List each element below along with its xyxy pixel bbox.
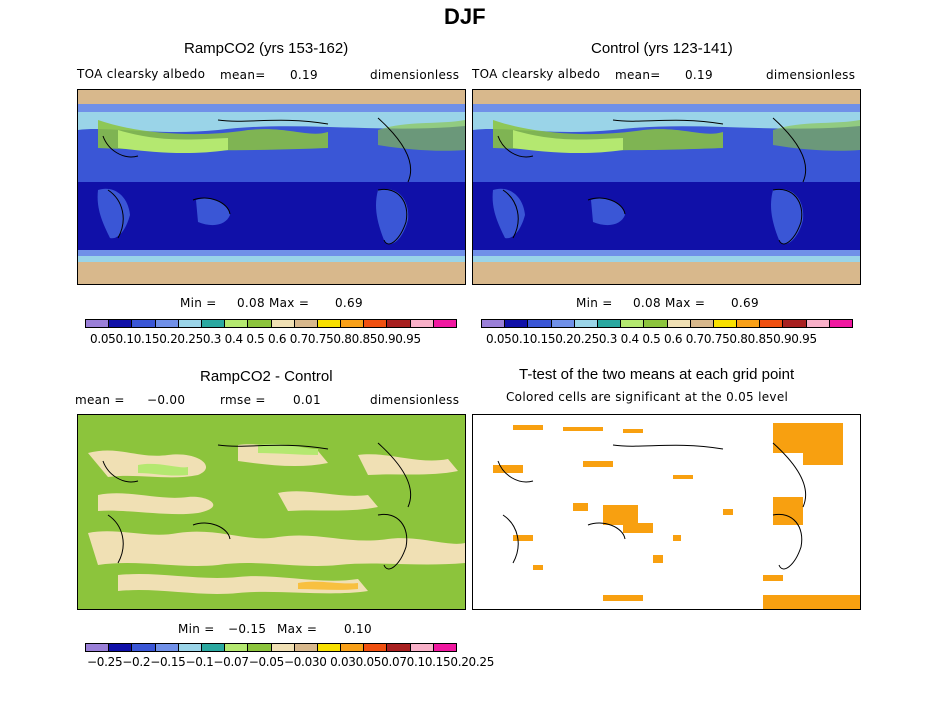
colorbar-swatch [132, 644, 156, 651]
ttest-significance-map [472, 414, 861, 610]
control-mean-label: mean= [615, 68, 661, 82]
diff-rmse-label: rmse = [220, 393, 266, 407]
figure-title: DJF [444, 4, 486, 29]
colorbar-swatch [294, 644, 318, 651]
colorbar-swatch [410, 644, 434, 651]
difference-map-graphic [78, 415, 465, 609]
colorbar-swatch [364, 644, 388, 651]
control-panel-title: Control (yrs 123-141) [591, 40, 733, 57]
colorbar-swatch [178, 644, 202, 651]
diff-min-value: −0.15 [228, 622, 267, 636]
control-min-value: 0.08 [633, 296, 661, 310]
control-max-label: Max = [665, 296, 706, 310]
colorbar-swatch [387, 320, 411, 327]
colorbar-swatch [225, 644, 249, 651]
colorbar-swatch [482, 320, 506, 327]
colorbar-swatch [433, 644, 456, 651]
ramp-albedo-map [77, 89, 466, 285]
colorbar-swatch [644, 320, 668, 327]
colorbar-swatch [109, 320, 133, 327]
diff-mean-label: mean = [75, 393, 125, 407]
control-mean-value: 0.19 [685, 68, 713, 82]
colorbar-swatch [317, 644, 342, 651]
control-colorbar-ticks: 0.050.10.150.20.250.3 0.4 0.5 0.6 0.70.7… [486, 332, 817, 346]
control-min-label: Min = [576, 296, 613, 310]
ramp-min-label: Min = [180, 296, 217, 310]
diff-units: dimensionless [370, 393, 460, 407]
colorbar-swatch [271, 644, 295, 651]
colorbar-swatch [760, 320, 784, 327]
ramp-panel-title: RampCO2 (yrs 153-162) [184, 40, 349, 57]
ramp-mean-label: mean= [220, 68, 266, 82]
colorbar-swatch [86, 320, 110, 327]
control-max-value: 0.69 [731, 296, 759, 310]
colorbar-swatch [294, 320, 318, 327]
colorbar-swatch [201, 320, 226, 327]
colorbar-swatch [86, 644, 110, 651]
colorbar-swatch [341, 320, 365, 327]
diff-colorbar [85, 643, 457, 652]
colorbar-swatch [690, 320, 714, 327]
ttest-panel-title: T-test of the two means at each grid poi… [519, 366, 795, 383]
colorbar-swatch [783, 320, 807, 327]
diff-max-label: Max = [277, 622, 318, 636]
colorbar-swatch [155, 644, 179, 651]
colorbar-swatch [667, 320, 691, 327]
control-variable-label: TOA clearsky albedo [472, 67, 601, 81]
ramp-max-label: Max = [269, 296, 310, 310]
colorbar-swatch [574, 320, 598, 327]
colorbar-swatch [201, 644, 226, 651]
control-albedo-map [472, 89, 861, 285]
colorbar-swatch [621, 320, 645, 327]
albedo-map-graphic [473, 90, 860, 284]
diff-max-value: 0.10 [344, 622, 372, 636]
colorbar-swatch [155, 320, 179, 327]
colorbar-swatch [597, 320, 622, 327]
ttest-panel-subtitle: Colored cells are significant at the 0.0… [506, 390, 789, 404]
colorbar-swatch [341, 644, 365, 651]
colorbar-swatch [178, 320, 202, 327]
colorbar-swatch [248, 320, 272, 327]
diff-panel-title: RampCO2 - Control [200, 368, 333, 385]
colorbar-swatch [132, 320, 156, 327]
colorbar-swatch [433, 320, 456, 327]
control-units: dimensionless [766, 68, 856, 82]
ramp-mean-value: 0.19 [290, 68, 318, 82]
colorbar-swatch [387, 644, 411, 651]
significance-map-graphic [473, 415, 860, 609]
colorbar-swatch [225, 320, 249, 327]
diff-min-label: Min = [178, 622, 215, 636]
colorbar-swatch [528, 320, 552, 327]
diff-albedo-map [77, 414, 466, 610]
colorbar-swatch [806, 320, 830, 327]
colorbar-swatch [505, 320, 529, 327]
colorbar-swatch [551, 320, 575, 327]
albedo-map-graphic [78, 90, 465, 284]
ramp-colorbar [85, 319, 457, 328]
diff-rmse-value: 0.01 [293, 393, 321, 407]
colorbar-swatch [410, 320, 434, 327]
colorbar-swatch [271, 320, 295, 327]
diff-colorbar-ticks: −0.25−0.2−0.15−0.1−0.07−0.05−0.030 0.030… [87, 655, 495, 669]
colorbar-swatch [829, 320, 852, 327]
ramp-min-value: 0.08 [237, 296, 265, 310]
ramp-variable-label: TOA clearsky albedo [77, 67, 206, 81]
ramp-max-value: 0.69 [335, 296, 363, 310]
colorbar-swatch [364, 320, 388, 327]
colorbar-swatch [737, 320, 761, 327]
ramp-units: dimensionless [370, 68, 460, 82]
colorbar-swatch [109, 644, 133, 651]
colorbar-swatch [317, 320, 342, 327]
colorbar-swatch [248, 644, 272, 651]
control-colorbar [481, 319, 853, 328]
colorbar-swatch [713, 320, 738, 327]
ramp-colorbar-ticks: 0.050.10.150.20.250.3 0.4 0.5 0.6 0.70.7… [90, 332, 421, 346]
diff-mean-value: −0.00 [147, 393, 186, 407]
